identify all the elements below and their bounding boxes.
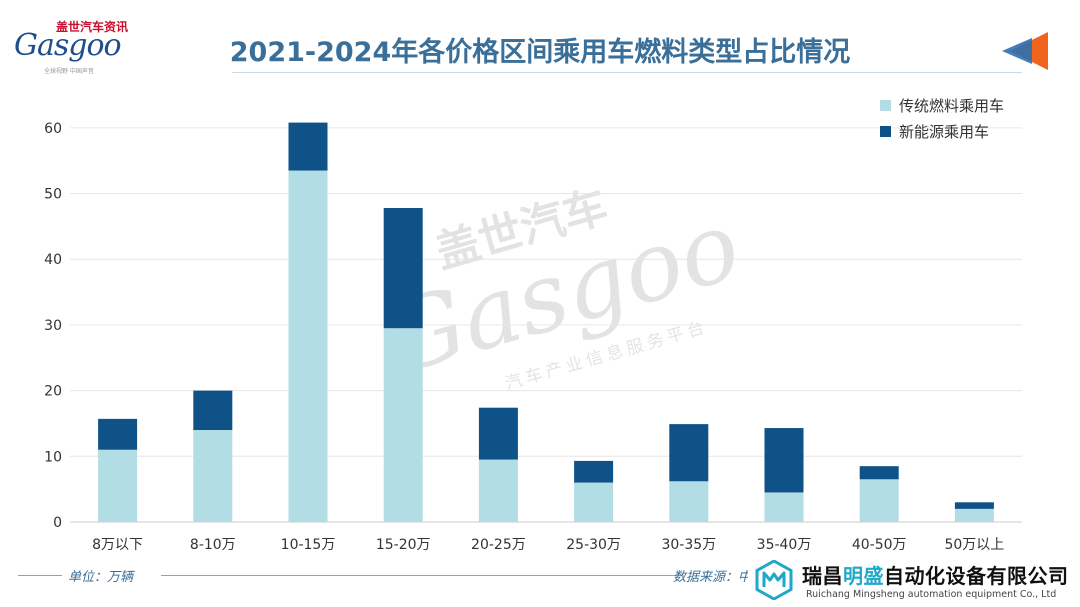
logo-english-text: Gasgoo (14, 28, 122, 63)
bar-traditional (98, 449, 138, 522)
arrow-decoration-icon (1002, 32, 1048, 70)
bar-nev (954, 502, 994, 509)
chart-legend: 传统燃料乘用车 新能源乘用车 (880, 92, 1004, 144)
bar-traditional (859, 479, 899, 522)
legend-swatch-nev (880, 125, 891, 137)
company-name: 瑞昌明盛自动化设备有限公司 (802, 560, 1069, 589)
bar-nev (193, 390, 233, 431)
footer-line-left (18, 575, 62, 576)
bar-nev (478, 407, 518, 460)
x-tick-label: 8-10万 (190, 537, 236, 553)
x-tick-label: 15-20万 (376, 537, 431, 553)
bar-traditional (288, 170, 328, 523)
y-tick-label: 30 (44, 318, 62, 334)
x-tick-label: 8万以下 (92, 537, 143, 553)
legend-item-traditional: 传统燃料乘用车 (880, 92, 1004, 118)
y-tick-label: 50 (44, 187, 62, 203)
x-tick-label: 40-50万 (852, 537, 907, 553)
x-tick-label: 20-25万 (471, 537, 526, 553)
bar-nev (288, 122, 328, 171)
company-name-highlight: 明盛 (843, 564, 884, 588)
company-logo-icon (755, 560, 793, 600)
x-tick-label: 10-15万 (281, 537, 336, 553)
x-tick-label: 35-40万 (757, 537, 812, 553)
bar-traditional (764, 492, 804, 522)
bar-traditional (478, 459, 518, 522)
bar-traditional (193, 430, 233, 522)
unit-label: 单位：万辆 (68, 570, 134, 585)
page-title: 2021-2024年各价格区间乘用车燃料类型占比情况 (229, 37, 851, 68)
bar-nev (98, 418, 138, 450)
legend-swatch-traditional (880, 99, 891, 111)
bar-nev (764, 428, 804, 493)
logo-chinese-text: 盖世汽车资讯 (56, 20, 129, 34)
company-watermark: 瑞昌明盛自动化设备有限公司 Ruichang Mingsheng automat… (748, 556, 1080, 607)
watermark: 盖世汽车 Gasgoo 汽车产业信息服务平台 (374, 181, 751, 396)
y-tick-label: 40 (44, 252, 62, 268)
legend-label-nev: 新能源乘用车 (899, 122, 990, 141)
y-tick-label: 10 (44, 449, 62, 465)
logo-slogan: 全球视野 中国声音 (44, 68, 94, 75)
x-tick-label: 50万以上 (944, 537, 1004, 553)
unit-footer: 单位：万辆 (18, 566, 681, 586)
y-tick-label: 20 (44, 384, 62, 400)
bar-nev (669, 424, 709, 482)
company-name-part1: 瑞昌 (802, 564, 843, 588)
x-tick-label: 30-35万 (661, 537, 716, 553)
bar-traditional (669, 481, 709, 522)
bar-nev (383, 207, 423, 329)
bar-traditional (574, 482, 614, 522)
legend-item-nev: 新能源乘用车 (880, 118, 1004, 144)
gasgoo-logo: 盖世汽车资讯 Gasgoo 全球视野 中国声音 (14, 18, 134, 78)
bar-traditional (954, 508, 994, 522)
title-underline (232, 72, 1022, 73)
y-tick-label: 0 (53, 515, 62, 531)
data-source-label: 数据来源：中 (673, 570, 752, 585)
bar-nev (859, 466, 899, 480)
company-name-part2: 自动化设备有限公司 (884, 564, 1069, 588)
bar-traditional (383, 328, 423, 522)
company-name-english: Ruichang Mingsheng automation equipment … (806, 589, 1057, 600)
footer-line-right (161, 575, 681, 576)
x-tick-label: 25-30万 (566, 537, 621, 553)
bar-nev (574, 460, 614, 483)
y-tick-label: 60 (44, 121, 62, 137)
legend-label-traditional: 传统燃料乘用车 (899, 96, 1005, 115)
